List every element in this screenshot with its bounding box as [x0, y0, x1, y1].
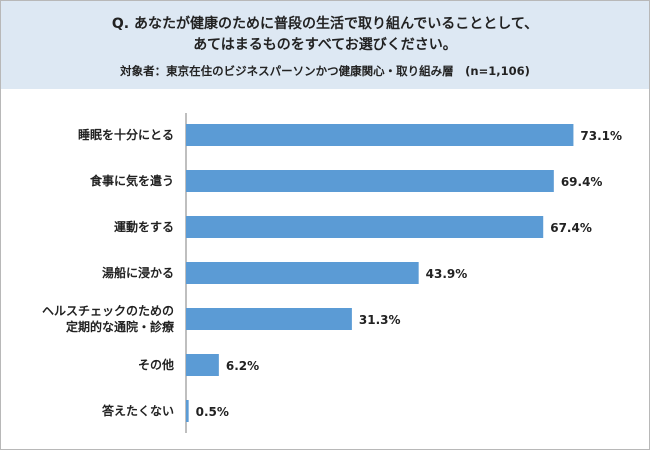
bar-5 [186, 354, 219, 376]
question-line-1: Q. あなたが健康のために普段の生活で取り組んでいることとして、 [111, 16, 539, 32]
bar-6 [186, 400, 189, 422]
category-label-0: 睡眠を十分にとる [78, 127, 174, 142]
bar-2 [186, 216, 544, 238]
question-header: Q. あなたが健康のために普段の生活で取り組んでいることとして、 あてはまるもの… [1, 1, 649, 89]
question-line-2: あてはまるものをすべてお選びください。 [193, 37, 457, 53]
value-label-2: 67.4% [550, 221, 592, 235]
bar-1 [186, 170, 554, 192]
category-label-3: 湯船に浸かる [102, 265, 174, 280]
value-label-3: 43.9% [426, 267, 468, 281]
value-label-0: 73.1% [580, 129, 622, 143]
subject-note: 対象者：東京在住のビジネスパーソンかつ健康関心・取り組み層 (n=1,106) [120, 64, 530, 78]
bar-4 [186, 308, 352, 330]
bar-3 [186, 262, 419, 284]
category-label-5: その他 [138, 357, 174, 372]
value-label-4: 31.3% [359, 313, 401, 327]
bar-0 [186, 124, 574, 146]
category-label-4: ヘルスチェックのための定期的な通院・診療 [42, 304, 174, 334]
category-label-6: 答えたくない [102, 403, 174, 418]
value-label-1: 69.4% [561, 175, 603, 189]
value-label-6: 0.5% [196, 405, 229, 419]
value-label-5: 6.2% [226, 359, 259, 373]
category-label-1: 食事に気を遣う [89, 173, 174, 188]
bar-chart: 睡眠を十分にとる 73.1% 食事に気を遣う 69.4% 運動をする 67.4% 湯船に浸か… [42, 113, 622, 433]
category-label-2: 運動をする [114, 219, 174, 234]
